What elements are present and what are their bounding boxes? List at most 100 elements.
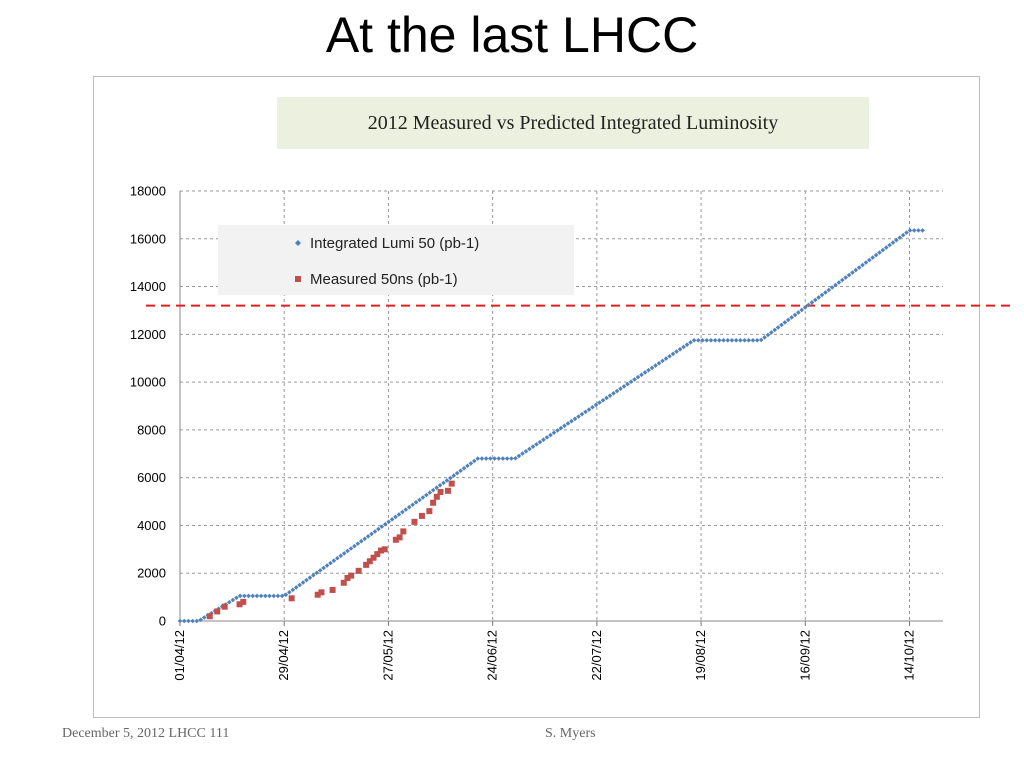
lumi-50-point <box>345 548 350 554</box>
measured-50ns-point <box>344 575 351 581</box>
lumi-50-point <box>590 404 595 410</box>
y-tick-label: 10000 <box>130 375 166 390</box>
lumi-50-point <box>509 456 514 461</box>
lumi-50-point <box>246 593 251 599</box>
measured-50ns-point <box>374 551 381 558</box>
lumi-50-point <box>646 367 651 373</box>
lumi-50-point <box>258 593 264 599</box>
lumi-50-point <box>758 337 764 343</box>
lumi-50-point <box>819 292 825 298</box>
legend-box <box>218 225 574 295</box>
measured-50ns-point <box>396 534 403 541</box>
measured-50ns-point <box>433 493 440 500</box>
lumi-50-point <box>754 338 760 343</box>
measured-50ns-point <box>355 567 362 574</box>
y-tick-label: 12000 <box>130 327 166 342</box>
footer-author: S. Myers <box>545 726 596 741</box>
lumi-50-point <box>611 391 616 396</box>
lumi-50-point <box>860 262 865 268</box>
measured-50ns-point <box>392 536 399 543</box>
lumi-50-point <box>586 407 592 412</box>
lumi-50-point <box>628 379 634 385</box>
lumi-50-point <box>406 504 412 510</box>
lumi-50-point <box>721 338 726 343</box>
lumi-50-point <box>500 456 506 461</box>
lumi-50-point <box>254 593 260 599</box>
lumi-50-point <box>880 247 886 253</box>
lumi-50-point <box>597 400 602 405</box>
lumi-50-point <box>632 377 637 382</box>
lumi-50-point <box>920 228 925 233</box>
lumi-50-point <box>537 439 543 445</box>
lumi-50-point <box>667 353 672 359</box>
lumi-50-point <box>341 551 347 556</box>
legend-marker-lumi-50 <box>295 240 301 246</box>
lumi-50-point <box>663 356 669 361</box>
lumi-50-point <box>544 435 550 440</box>
lumi-50-point <box>541 437 546 443</box>
measured-50ns-point <box>363 561 370 568</box>
lumi-50-point <box>465 463 470 469</box>
x-tick-label: 27/05/12 <box>380 630 395 681</box>
lumi-50-point <box>314 570 320 576</box>
lumi-50-point <box>400 509 405 515</box>
lumi-50-point <box>311 572 316 578</box>
measured-50ns-point <box>400 528 407 535</box>
lumi-50-point <box>555 428 560 433</box>
lumi-50-point <box>792 312 798 318</box>
lumi-50-point <box>437 483 443 488</box>
lumi-50-point <box>427 490 433 495</box>
x-tick-label: 24/06/12 <box>485 630 500 681</box>
lumi-50-point <box>576 414 581 419</box>
measured-50ns-point <box>348 572 355 579</box>
lumi-50-point <box>614 388 620 394</box>
lumi-50-point <box>782 320 788 325</box>
lumi-50-point <box>916 228 921 233</box>
x-tick-label: 16/09/12 <box>797 630 812 681</box>
lumi-50-point <box>448 475 453 481</box>
chart-title: 2012 Measured vs Predicted Integrated Lu… <box>277 97 869 149</box>
lumi-50-point <box>362 536 368 542</box>
lumi-50-point <box>479 456 485 461</box>
lumi-50-point <box>290 587 296 593</box>
lumi-50-point <box>534 442 539 447</box>
lumi-50-point <box>738 338 743 343</box>
y-tick-label: 2000 <box>137 566 166 581</box>
lumi-50-point <box>523 448 529 454</box>
measured-50ns-point <box>340 579 347 586</box>
lumi-50-point <box>520 451 525 456</box>
lumi-50-point <box>393 514 398 520</box>
measured-50ns-point <box>448 480 455 487</box>
lumi-50-point <box>565 421 571 426</box>
lumi-50-point <box>198 617 203 623</box>
lumi-50-point <box>625 381 630 387</box>
lumi-50-point <box>516 453 522 459</box>
lumi-50-point <box>348 546 354 551</box>
lumi-50-point <box>454 470 460 476</box>
lumi-50-point <box>742 338 747 343</box>
lumi-50-point <box>911 228 917 233</box>
lumi-50-point <box>317 568 323 573</box>
lumi-50-point <box>670 351 676 357</box>
y-tick-label: 18000 <box>130 184 166 199</box>
slide-title: At the last LHCC <box>325 7 699 63</box>
lumi-50-point <box>430 487 436 493</box>
lumi-50-point <box>263 593 268 599</box>
lumi-50-point <box>621 384 627 389</box>
lumi-50-point <box>836 280 842 285</box>
lumi-50-point <box>335 555 340 561</box>
lumi-50-point <box>890 240 896 245</box>
y-tick-label: 4000 <box>137 518 166 533</box>
lumi-50-point <box>287 589 292 595</box>
measured-50ns-point <box>318 589 325 596</box>
lumi-50-point <box>283 592 289 597</box>
lumi-50-point <box>358 538 364 544</box>
measured-50ns-point <box>437 489 444 495</box>
x-tick-label: 29/04/12 <box>276 630 291 681</box>
lumi-50-point <box>551 430 557 436</box>
lumi-50-point <box>812 297 818 303</box>
chart-frame <box>93 76 980 718</box>
lumi-50-point <box>396 512 402 517</box>
lumi-50-point <box>660 358 665 364</box>
lumi-50-point <box>883 245 889 250</box>
